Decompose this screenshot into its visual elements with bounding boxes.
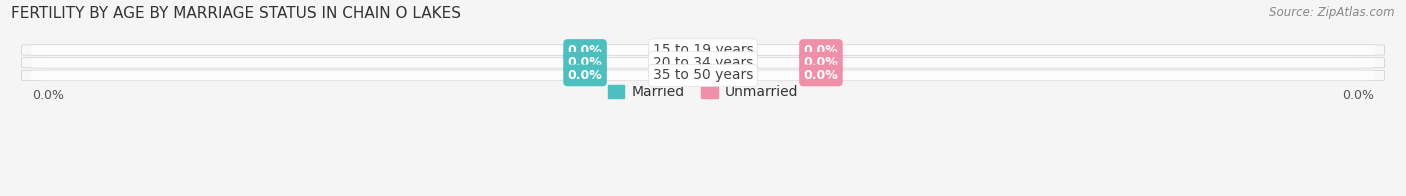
Text: 0.0%: 0.0% bbox=[568, 69, 602, 82]
FancyBboxPatch shape bbox=[21, 57, 1385, 68]
Text: 0.0%: 0.0% bbox=[804, 44, 838, 56]
Text: 15 to 19 years: 15 to 19 years bbox=[652, 43, 754, 57]
Legend: Married, Unmarried: Married, Unmarried bbox=[602, 79, 804, 105]
FancyBboxPatch shape bbox=[21, 45, 1385, 55]
Text: 0.0%: 0.0% bbox=[804, 69, 838, 82]
Text: Source: ZipAtlas.com: Source: ZipAtlas.com bbox=[1270, 6, 1395, 19]
FancyBboxPatch shape bbox=[31, 58, 1375, 68]
Text: 0.0%: 0.0% bbox=[804, 56, 838, 69]
Text: 0.0%: 0.0% bbox=[568, 44, 602, 56]
Text: FERTILITY BY AGE BY MARRIAGE STATUS IN CHAIN O LAKES: FERTILITY BY AGE BY MARRIAGE STATUS IN C… bbox=[11, 6, 461, 21]
FancyBboxPatch shape bbox=[31, 45, 1375, 55]
Text: 0.0%: 0.0% bbox=[568, 56, 602, 69]
FancyBboxPatch shape bbox=[21, 70, 1385, 81]
FancyBboxPatch shape bbox=[31, 71, 1375, 80]
Text: 35 to 50 years: 35 to 50 years bbox=[652, 68, 754, 83]
Text: 20 to 34 years: 20 to 34 years bbox=[652, 56, 754, 70]
